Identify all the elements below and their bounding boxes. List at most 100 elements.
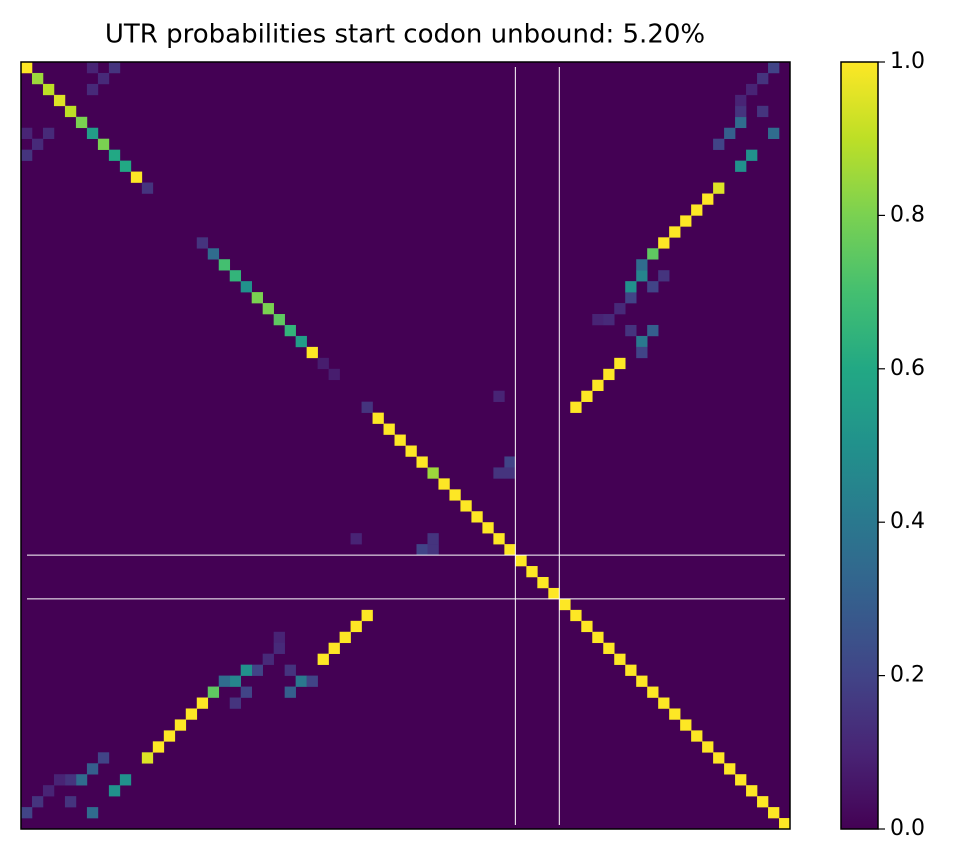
heatmap-cell (548, 587, 560, 600)
heatmap-cell (86, 62, 99, 74)
heatmap-cell (680, 719, 692, 731)
heatmap-cell (592, 631, 604, 644)
heatmap-cell (86, 763, 99, 775)
heatmap-cell (21, 62, 33, 74)
heatmap-cell (229, 675, 242, 687)
heatmap-cell (746, 785, 758, 797)
chart-title: UTR probabilities start codon unbound: 5… (105, 20, 705, 50)
heatmap-cell (559, 598, 571, 611)
heatmap-cell (383, 423, 395, 435)
heatmap-cell (372, 412, 384, 424)
heatmap-cell (427, 544, 439, 556)
heatmap-cell (713, 752, 725, 764)
heatmap-cell (735, 105, 747, 118)
heatmap-cell (757, 72, 769, 85)
heatmap-cell (768, 62, 780, 74)
heatmap-cell (64, 105, 77, 118)
heatmap-cell (636, 335, 648, 348)
heatmap-cell (493, 533, 505, 545)
heatmap-cell (108, 785, 121, 797)
heatmap-cell (779, 818, 791, 830)
heatmap-cell (493, 390, 505, 402)
heatmap-cell (504, 467, 516, 479)
heatmap-cell (713, 182, 725, 194)
heatmap-cell (416, 544, 428, 556)
heatmap-cell (185, 708, 198, 720)
heatmap-cell (196, 697, 209, 709)
heatmap-cell (75, 774, 88, 786)
heatmap-cell (636, 346, 648, 359)
heatmap-cell (592, 379, 604, 392)
heatmap-cell (31, 72, 44, 85)
heatmap-cell (636, 270, 648, 282)
heatmap-cell (581, 620, 593, 633)
heatmap-cell (526, 566, 538, 578)
heatmap-cell (350, 620, 362, 633)
heatmap-cell (735, 94, 747, 107)
heatmap-cell (361, 401, 373, 413)
heatmap-cell (625, 664, 637, 676)
heatmap-cell (108, 62, 121, 74)
heatmap-cell (768, 127, 780, 139)
heatmap-cell (735, 160, 747, 172)
heatmap-cell (42, 83, 55, 96)
heatmap-cell (141, 182, 154, 194)
heatmap-cell (86, 83, 99, 96)
heatmap-cell (691, 730, 703, 742)
heatmap-cell (702, 741, 714, 753)
heatmap-cell (119, 160, 132, 172)
heatmap-cell (504, 456, 516, 468)
heatmap-cell (702, 193, 714, 205)
heatmap-cell (757, 796, 769, 808)
heatmap-cell (86, 807, 99, 819)
heatmap-cell (449, 489, 461, 501)
colorbar-tick-label: 0.4 (890, 509, 925, 534)
heatmap-cell (427, 467, 439, 479)
heatmap-cell (460, 500, 472, 512)
heatmap-cell (724, 763, 736, 775)
plot-frame (20, 61, 791, 830)
heatmap-cell (724, 127, 736, 139)
heatmap-cell (229, 697, 242, 709)
colorbar-tick-label: 0.8 (890, 202, 925, 227)
heatmap-cell (207, 686, 220, 698)
heatmap-cell (680, 215, 692, 227)
heatmap-cell (482, 522, 494, 534)
heatmap-cell (218, 675, 231, 687)
heatmap-cell (581, 390, 593, 402)
heatmap-cell (592, 314, 604, 326)
heatmap-cell (273, 631, 285, 644)
heatmap-cell (614, 653, 626, 665)
heatmap-cell (746, 83, 758, 96)
heatmap-cell (31, 138, 44, 150)
heatmap-cell (64, 796, 77, 808)
heatmap-cell (614, 303, 626, 315)
heatmap-cell (317, 357, 329, 370)
heatmap-cell (97, 138, 110, 150)
heatmap-cell (746, 149, 758, 161)
heatmap-cell (768, 807, 780, 819)
heatmap-cell (262, 653, 274, 665)
heatmap-cell (207, 248, 220, 260)
heatmap-cell (647, 324, 659, 337)
heatmap-cell (240, 281, 252, 293)
heatmap-cell (636, 259, 648, 271)
heatmap-cell (174, 719, 187, 731)
heatmap-cell (416, 456, 428, 468)
heatmap-cell (603, 642, 615, 654)
colorbar-tick-label: 1.0 (890, 49, 925, 74)
heatmap-cell (251, 664, 263, 676)
heatmap-cell (625, 292, 637, 304)
heatmap-cell (75, 116, 88, 129)
heatmap-cell (757, 105, 769, 118)
heatmap-cell (350, 533, 362, 545)
colorbar-tick-label: 0.0 (890, 816, 925, 841)
heatmap-cell (284, 686, 296, 698)
heatmap-cell (405, 445, 417, 457)
heatmap-cell (361, 609, 373, 622)
heatmap-cell (647, 281, 659, 293)
heatmap-cell (42, 127, 55, 139)
heatmap-cell (339, 631, 351, 644)
heatmap-cell (273, 314, 285, 326)
